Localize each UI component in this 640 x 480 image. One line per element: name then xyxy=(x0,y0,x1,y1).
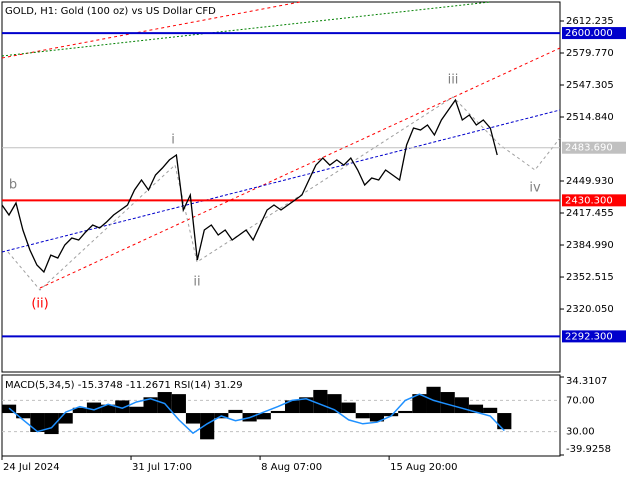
y-tick-label: 2320.050 xyxy=(566,304,614,315)
wave-label: (ii) xyxy=(31,297,48,312)
macd-bar xyxy=(256,413,271,420)
wave-label: b xyxy=(9,178,17,193)
x-tick-label: 15 Aug 20:00 xyxy=(390,462,457,473)
wave-label: iii xyxy=(448,73,459,88)
macd-bar xyxy=(16,413,31,419)
x-tick-label: 8 Aug 07:00 xyxy=(261,462,322,473)
x-tick-label: 31 Jul 17:00 xyxy=(132,462,192,473)
macd-bar xyxy=(171,394,186,414)
macd-bar xyxy=(101,404,116,414)
y-tick-label: 34.3107 xyxy=(566,376,607,387)
main-panel-border xyxy=(1,1,561,373)
level-label-box xyxy=(562,141,626,154)
y-tick-label: 2514.840 xyxy=(566,112,614,123)
y-tick-label: 70.00 xyxy=(566,395,595,406)
indicator-label: MACD(5,34,5) -15.3748 -11.2671 RSI(14) 3… xyxy=(5,380,243,391)
chart-title: GOLD, H1: Gold (100 oz) vs US Dollar CFD xyxy=(5,6,216,17)
macd-bar xyxy=(497,413,512,430)
macd-bar xyxy=(341,402,356,414)
level-label-box xyxy=(562,27,626,40)
level-label-box xyxy=(562,194,626,207)
trend-line xyxy=(1,109,561,253)
y-tick-label: 2384.990 xyxy=(566,240,614,251)
y-tick-label: 2352.515 xyxy=(566,272,614,283)
rsi-line xyxy=(8,393,505,435)
macd-bar xyxy=(454,397,469,414)
wave-label: ii xyxy=(193,275,200,290)
macd-bar xyxy=(313,389,328,414)
macd-bar xyxy=(440,392,455,414)
x-tick-label: 24 Jul 2024 xyxy=(3,462,60,473)
macd-bar xyxy=(483,407,498,414)
channel-line xyxy=(1,1,301,59)
y-tick-label: 2449.930 xyxy=(566,176,614,187)
wave-label: i xyxy=(171,133,175,148)
y-tick-label: 2612.235 xyxy=(566,16,614,27)
macd-bar xyxy=(72,407,87,414)
y-tick-label: 2547.305 xyxy=(566,80,614,91)
y-tick-label: 30.00 xyxy=(566,427,595,438)
macd-bar xyxy=(143,397,158,414)
macd-bar xyxy=(129,406,144,414)
macd-bar xyxy=(355,413,370,419)
level-label: 2292.300 xyxy=(565,331,613,342)
macd-bar xyxy=(200,413,215,440)
price-line xyxy=(1,98,498,274)
channel-line xyxy=(1,1,491,57)
macd-bar xyxy=(299,397,314,414)
macd-bar xyxy=(58,413,73,424)
level-label: 2430.300 xyxy=(565,195,613,206)
level-label-box xyxy=(562,330,626,343)
macd-bar xyxy=(468,404,484,414)
macd-bar xyxy=(398,410,413,414)
macd-bar xyxy=(228,409,243,414)
macd-bar xyxy=(284,400,300,414)
level-label: 2600.000 xyxy=(565,28,613,39)
wave-path xyxy=(7,96,561,291)
macd-bar xyxy=(384,413,399,417)
macd-bar xyxy=(44,413,59,435)
macd-bar xyxy=(115,400,130,414)
macd-bar xyxy=(270,410,285,414)
macd-bar xyxy=(30,413,45,432)
macd-bar xyxy=(86,402,102,414)
level-label: 2483.690 xyxy=(565,143,613,154)
indicator-panel-border xyxy=(1,374,561,457)
wave-label: iv xyxy=(529,181,541,196)
y-tick-label: 2417.455 xyxy=(566,208,614,219)
y-tick-label: 2579.770 xyxy=(566,48,614,59)
macd-bar xyxy=(412,394,427,414)
macd-bar xyxy=(369,413,385,422)
y-tick-label: -39.9258 xyxy=(566,444,611,455)
macd-bar xyxy=(185,413,201,424)
